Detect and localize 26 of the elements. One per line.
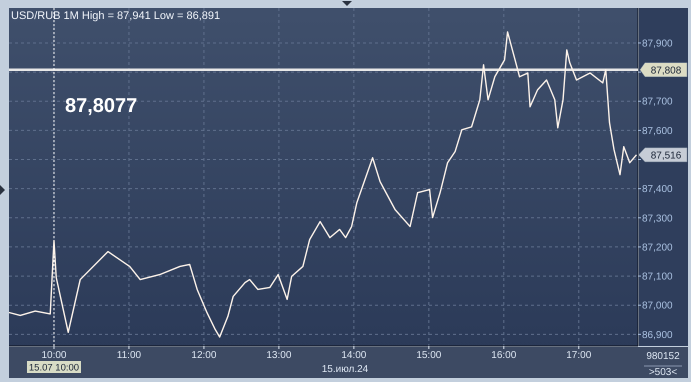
y-tick-label: 87,200: [642, 242, 674, 254]
y-tick-label: 87,700: [642, 96, 674, 108]
x-tick-label: 17:00: [566, 350, 592, 361]
text: 980152: [646, 351, 680, 362]
y-tick-label: 87,000: [642, 300, 674, 312]
y-tick-label: 87,900: [642, 38, 674, 50]
annotation: 87,8077: [65, 95, 138, 117]
x-tick-label: 14:00: [341, 350, 367, 361]
x-tick-label: 13:00: [266, 350, 292, 361]
y-tick-label: 87,100: [642, 272, 674, 283]
y-tick-label: 87,300: [642, 213, 674, 224]
x-tick-label: 11:00: [116, 350, 142, 361]
line-series: [8, 31, 638, 338]
y-tick-label: 87,400: [642, 184, 674, 196]
ref-line-label: 87,808: [650, 65, 682, 76]
text: >503<: [648, 367, 678, 378]
ref-line-label: 15.07 10:00: [28, 362, 80, 374]
text: 15.июл.24: [322, 364, 369, 375]
chart-title: USD/RUB 1M High = 87,941 Low = 86,891: [11, 10, 220, 22]
y-tick-label: 87,600: [642, 126, 674, 137]
y-tick-label: 86,900: [642, 330, 674, 341]
annotation: 87,516: [650, 150, 682, 162]
x-tick-label: 10:00: [41, 350, 67, 361]
x-tick-label: 16:00: [491, 350, 517, 361]
x-tick-label: 12:00: [191, 350, 217, 361]
x-tick-label: 15:00: [416, 350, 442, 361]
